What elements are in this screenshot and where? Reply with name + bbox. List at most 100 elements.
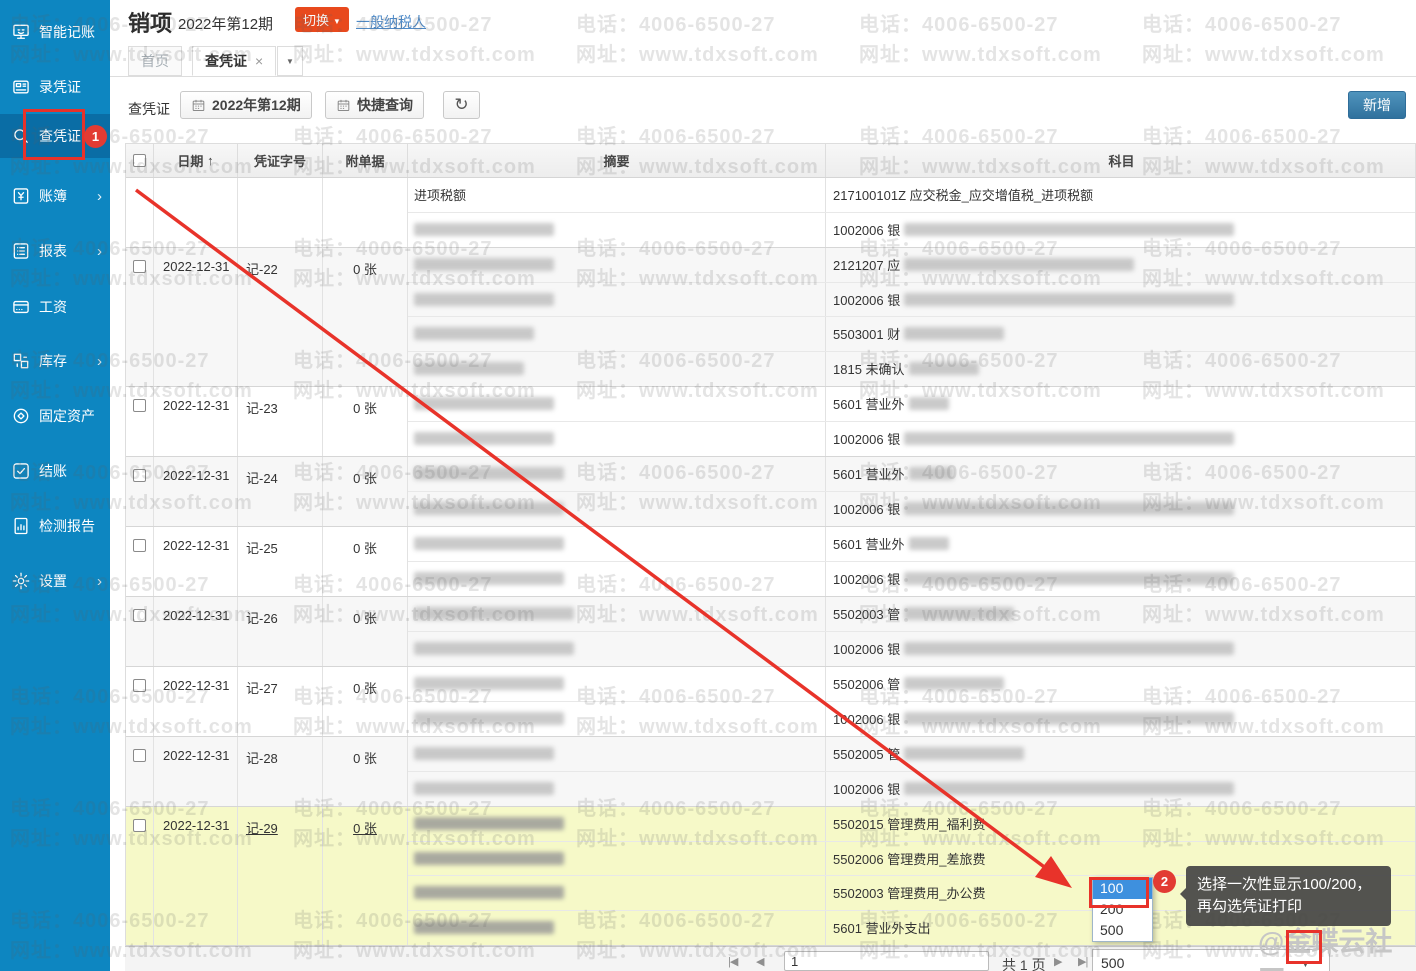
voucher-group-row[interactable]: 2022-12-31 记-28 0 张 5502005 管 1002006 银	[126, 737, 1415, 807]
col-header-date[interactable]: 日期 ↑	[154, 144, 238, 177]
voucher-entry-line[interactable]: 1002006 银	[408, 561, 1415, 596]
col-header-attachments[interactable]: 附单据	[323, 144, 408, 177]
period-filter-button[interactable]: 2022年第12期	[180, 91, 312, 119]
page-size-select[interactable]: 500 ▼	[1092, 949, 1330, 971]
redacted-text	[414, 817, 564, 831]
redacted-text	[414, 886, 564, 900]
select-all-checkbox[interactable]	[133, 154, 146, 167]
voucher-entry-line[interactable]: 5502003 管理费用_办公费	[408, 876, 1415, 911]
voucher-entry-line[interactable]: 5601 营业外	[408, 527, 1415, 562]
page-size-option-200[interactable]: 200	[1100, 901, 1124, 917]
row-checkbox[interactable]	[133, 609, 146, 622]
voucher-entry-line[interactable]: 5502015 管理费用_福利费	[408, 807, 1415, 842]
col-header-voucher-no[interactable]: 凭证字号	[238, 144, 323, 177]
voucher-entry-line[interactable]: 5503001 财	[408, 317, 1415, 352]
summary-cell	[408, 212, 826, 247]
sidebar-item-inspection-report[interactable]: 检测报告	[0, 504, 110, 548]
attachment-count: 0 张	[353, 751, 377, 766]
voucher-entry-line[interactable]: 5601 营业外	[408, 387, 1415, 422]
sidebar-item-voucher-entry[interactable]: 录凭证	[0, 65, 110, 109]
subject-cell: 1002006 银	[826, 422, 1415, 457]
voucher-entry-line[interactable]: 进项税额 217100101Z 应交税金_应交增值税_进项税额	[408, 178, 1415, 213]
voucher-number[interactable]: 记-25	[246, 541, 278, 556]
sidebar-item-payroll[interactable]: 工资	[0, 285, 110, 329]
refresh-button[interactable]: ↻	[443, 91, 480, 119]
last-page-button[interactable]: ▶|	[1078, 956, 1088, 968]
voucher-entry-line[interactable]: 5601 营业外	[408, 457, 1415, 492]
voucher-entry-line[interactable]: 1002006 银	[408, 631, 1415, 666]
subject-cell: 1815 未确认	[826, 352, 1415, 387]
page-size-option-100[interactable]: 100	[1093, 878, 1152, 899]
voucher-number[interactable]: 记-29	[246, 821, 278, 836]
voucher-group-row[interactable]: 进项税额 217100101Z 应交税金_应交增值税_进项税额 1002006 银	[126, 178, 1415, 248]
sidebar-item-inventory[interactable]: 库存 ›	[0, 339, 110, 383]
voucher-number[interactable]: 记-26	[246, 611, 278, 626]
col-header-subject[interactable]: 科目	[1108, 154, 1135, 169]
sidebar-item-voucher-query[interactable]: 查凭证	[0, 114, 110, 158]
voucher-group-row[interactable]: 2022-12-31 记-22 0 张 2121207 应 1002006 银 55030…	[126, 248, 1415, 387]
col-header-summary[interactable]: 摘要	[408, 144, 826, 177]
voucher-number[interactable]: 记-27	[246, 681, 278, 696]
voucher-table: 日期 ↑ 凭证字号 附单据 摘要 科目 进项税额 217100101Z 应交税金_…	[125, 143, 1416, 946]
voucher-entry-line[interactable]: 1002006 银	[408, 701, 1415, 736]
voucher-number[interactable]: 记-22	[246, 262, 278, 277]
voucher-entry-line[interactable]: 1002006 银	[408, 771, 1415, 806]
row-checkbox[interactable]	[133, 260, 146, 273]
next-page-button[interactable]: ▶	[1054, 956, 1063, 968]
voucher-entry-line[interactable]: 5502005 管	[408, 737, 1415, 772]
voucher-group-row[interactable]: 2022-12-31 记-24 0 张 5601 营业外 1002006 银	[126, 457, 1415, 527]
redacted-text	[414, 677, 564, 691]
sidebar-item-label: 库存	[39, 353, 67, 369]
pagination-bar: |◀ ◀ 共 1 页 ▶ ▶| 500 ▼	[125, 946, 1416, 971]
tab-home[interactable]: 首页	[128, 46, 182, 76]
subject-cell: 217100101Z 应交税金_应交增值税_进项税额	[833, 188, 1094, 204]
voucher-number[interactable]: 记-23	[246, 401, 278, 416]
voucher-group-row[interactable]: 2022-12-31 记-26 0 张 5502003 管 1002006 银	[126, 597, 1415, 667]
row-checkbox[interactable]	[133, 469, 146, 482]
voucher-entry-line[interactable]: 1002006 银	[408, 491, 1415, 526]
tab-voucher-query[interactable]: 查凭证 ×	[192, 46, 277, 76]
page-size-option-500[interactable]: 500	[1100, 922, 1124, 938]
voucher-group-row[interactable]: 2022-12-31 记-25 0 张 5601 营业外 1002006 银	[126, 527, 1415, 597]
row-checkbox[interactable]	[133, 819, 146, 832]
summary-cell	[408, 737, 826, 771]
switch-period-button[interactable]: 切换 ▼	[295, 7, 349, 32]
voucher-entry-line[interactable]: 1815 未确认	[408, 351, 1415, 387]
sidebar-item-ledger[interactable]: 账簿 ›	[0, 174, 110, 218]
sidebar-item-settings[interactable]: 设置 ›	[0, 559, 110, 603]
close-icon[interactable]: ×	[255, 53, 264, 69]
sidebar-item-fixed-assets[interactable]: 固定资产	[0, 394, 110, 438]
first-page-button[interactable]: |◀	[728, 956, 738, 968]
voucher-entry-line[interactable]: 1002006 银	[408, 212, 1415, 247]
chevron-down-icon: ▼	[1301, 959, 1310, 969]
sort-asc-icon: ↑	[207, 153, 214, 168]
taxpayer-type-link[interactable]: 一般纳税人	[356, 14, 426, 30]
quick-query-button[interactable]: 快捷查询	[325, 91, 424, 119]
redacted-text	[414, 327, 534, 341]
page-number-input[interactable]	[784, 951, 989, 971]
voucher-entry-line[interactable]: 5502003 管	[408, 597, 1415, 632]
sidebar-item-smart-accounting[interactable]: 智能记账	[0, 10, 110, 54]
voucher-entry-line[interactable]: 1002006 银	[408, 421, 1415, 457]
row-checkbox[interactable]	[133, 539, 146, 552]
tab-list-caret-button[interactable]: ▼	[277, 46, 303, 76]
row-checkbox[interactable]	[133, 749, 146, 762]
voucher-group-row[interactable]: 2022-12-31 记-23 0 张 5601 营业外 1002006 银	[126, 387, 1415, 457]
voucher-entry-line[interactable]: 5502006 管	[408, 667, 1415, 702]
voucher-entry-line[interactable]: 1002006 银	[408, 282, 1415, 317]
redacted-text	[414, 292, 554, 306]
voucher-number[interactable]: 记-28	[246, 751, 278, 766]
voucher-entry-line[interactable]: 5601 营业外支出	[408, 910, 1415, 945]
tooltip-line1: 选择一次性显示100/200，	[1197, 876, 1372, 893]
voucher-number[interactable]: 记-24	[246, 471, 278, 486]
sidebar-item-closing[interactable]: 结账	[0, 449, 110, 493]
prev-page-button[interactable]: ◀	[756, 956, 765, 968]
voucher-entry-line[interactable]: 2121207 应	[408, 248, 1415, 283]
calendar-icon	[337, 99, 350, 111]
add-voucher-button[interactable]: 新增	[1348, 91, 1406, 119]
voucher-group-row[interactable]: 2022-12-31 记-27 0 张 5502006 管 1002006 银	[126, 667, 1415, 737]
row-checkbox[interactable]	[133, 399, 146, 412]
sidebar-item-report[interactable]: 报表 ›	[0, 229, 110, 273]
row-checkbox[interactable]	[133, 679, 146, 692]
